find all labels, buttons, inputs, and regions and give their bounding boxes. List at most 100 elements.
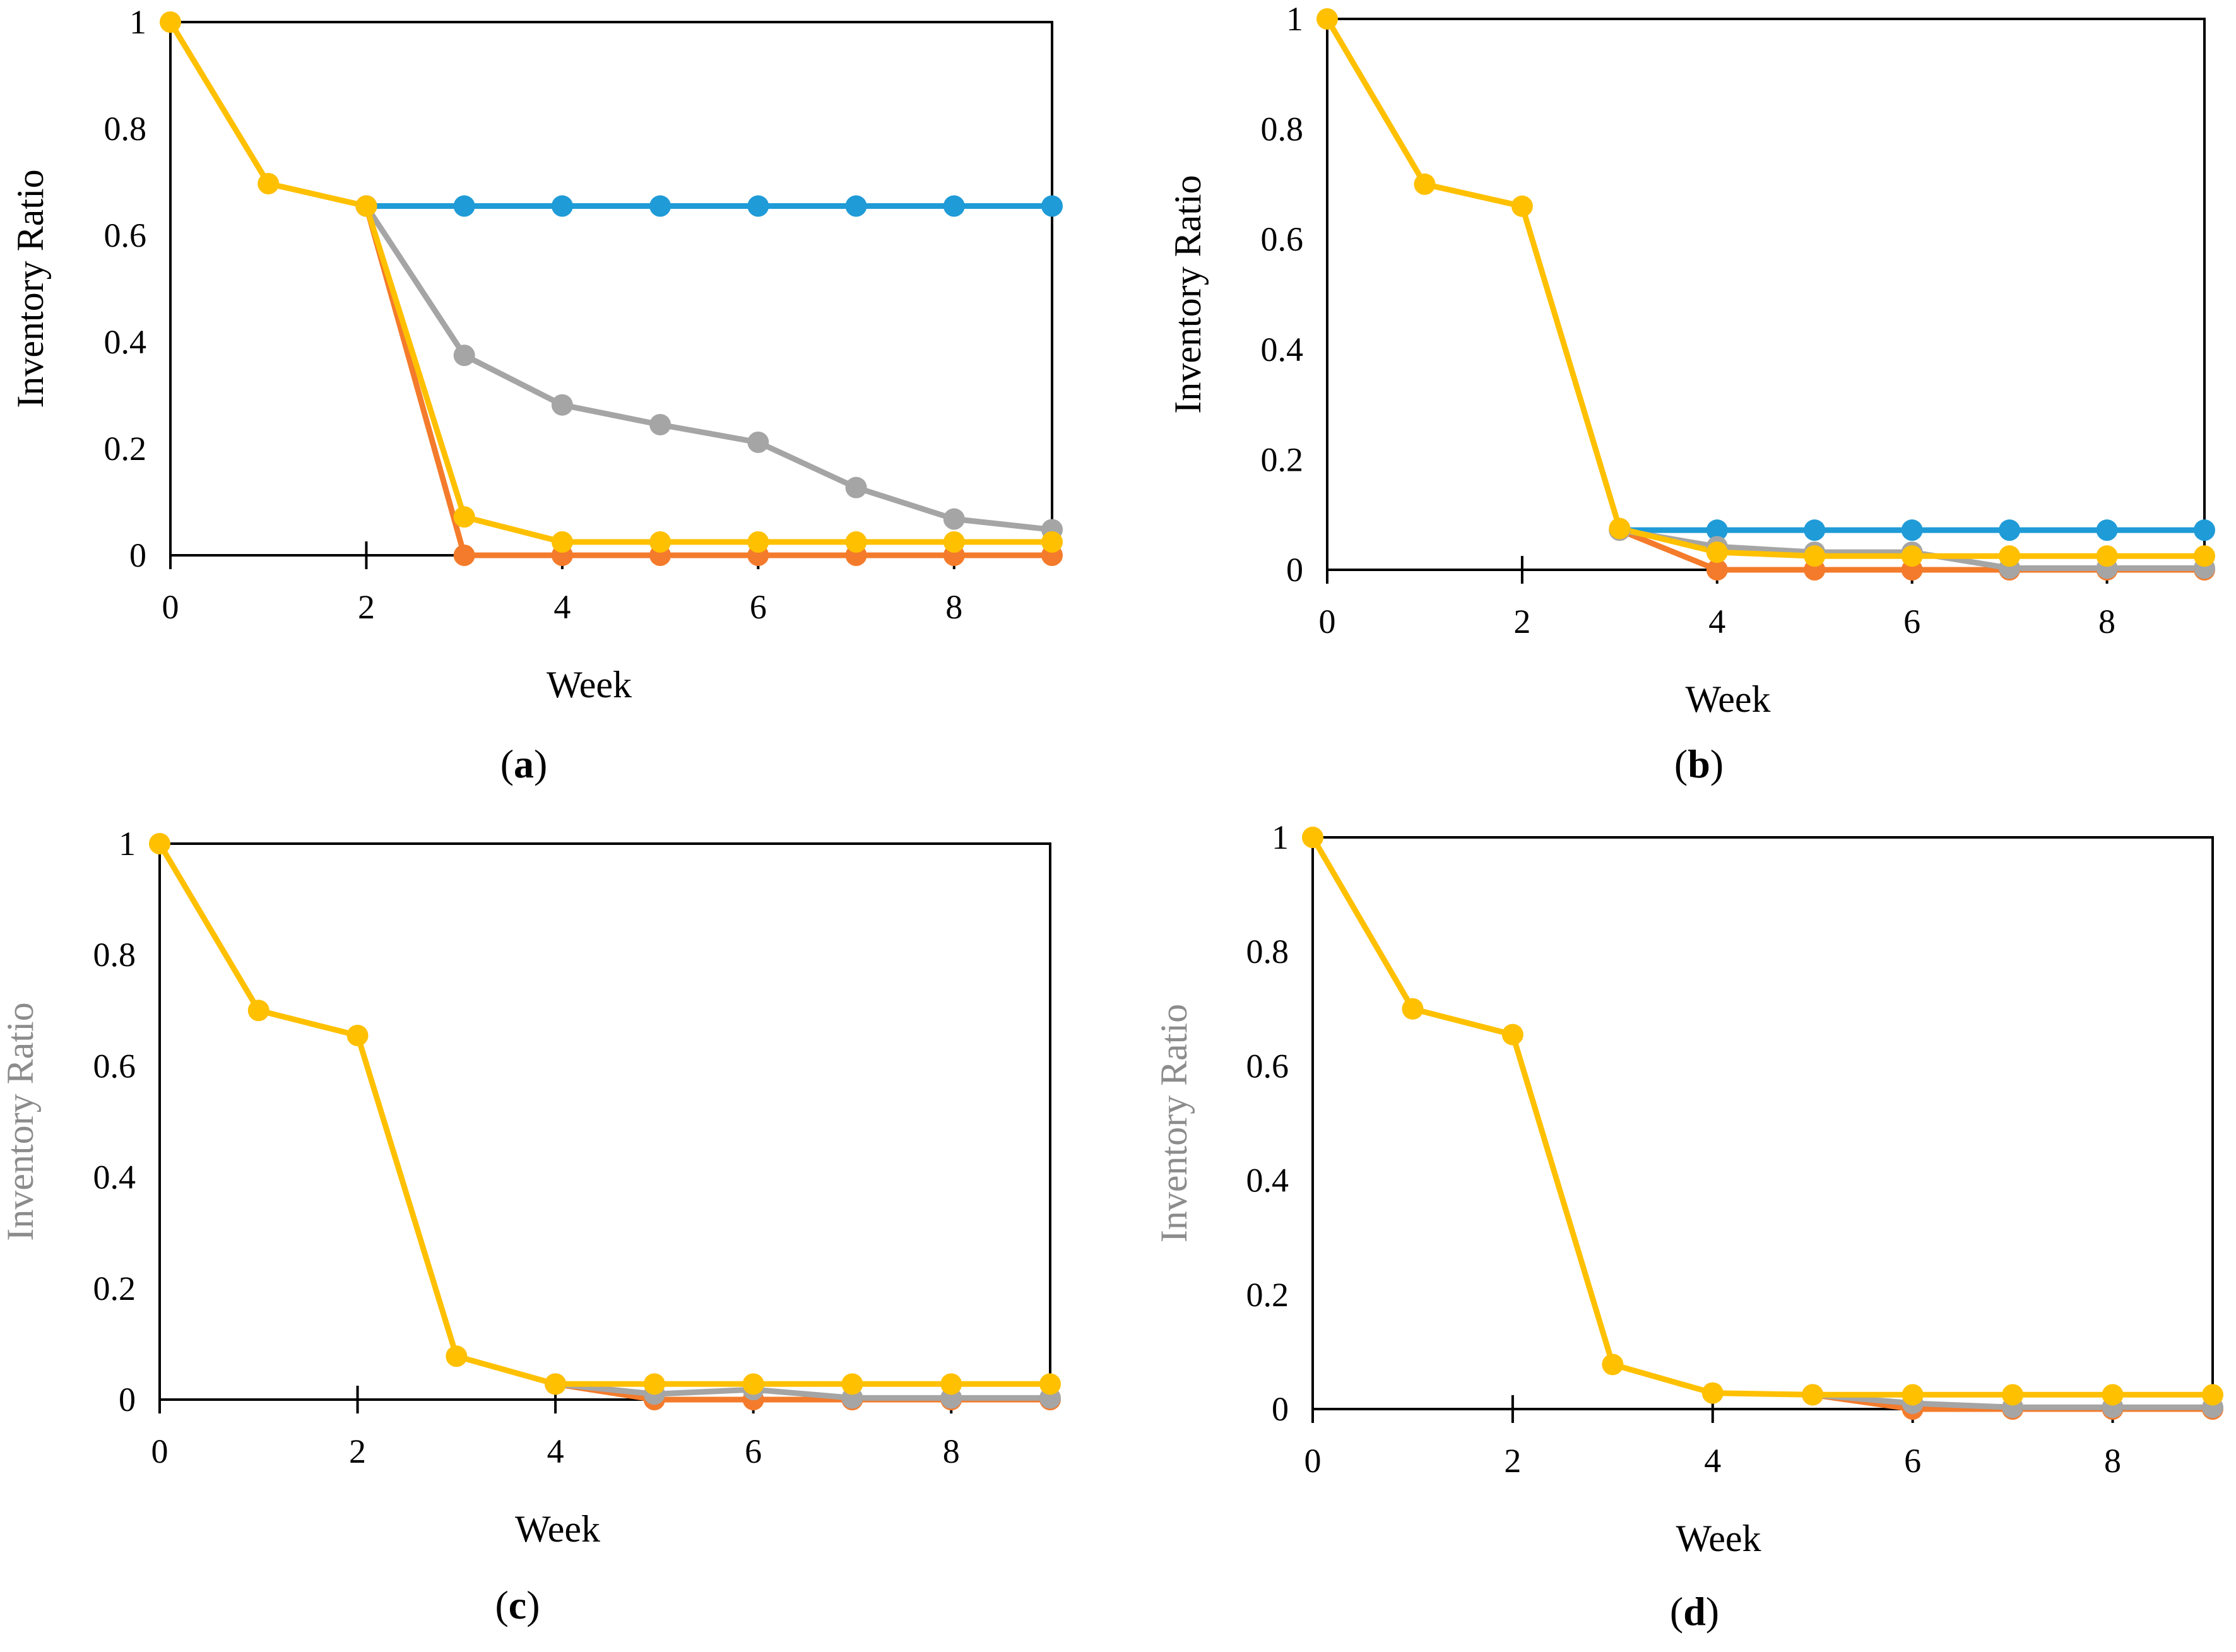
data-point-c-2 — [940, 1373, 962, 1395]
y-tick-label-c: 1 — [119, 825, 136, 863]
y-tick-label-c: 0.8 — [93, 936, 136, 974]
data-point-a-3 — [453, 506, 475, 528]
y-axis-title-c: Inventory Ratio — [0, 1002, 41, 1241]
x-axis-title-c: Week — [515, 1508, 600, 1550]
data-point-a-2 — [551, 394, 573, 416]
data-point-c-2 — [643, 1373, 665, 1395]
x-tick-label-c: 6 — [745, 1432, 762, 1470]
y-tick-label-c: 0 — [119, 1381, 136, 1419]
plot-frame-a — [169, 21, 1053, 557]
chart-panel-b: 0 2 4 6 8 0 0.2 0.4 0.6 0.8 1 Week Inventory Ratio (b… — [1167, 0, 2215, 786]
x-tick-label-c: 0 — [151, 1432, 169, 1470]
y-tick-label-a: 0.8 — [104, 110, 147, 148]
y-tick-label-a: 0.6 — [104, 216, 147, 254]
caption-close-c: ) — [526, 1583, 540, 1627]
data-point-b-0 — [2194, 519, 2215, 541]
x-axis-title-a: Week — [547, 664, 632, 705]
y-tick-label-d: 0.2 — [1246, 1276, 1289, 1314]
data-point-a-3 — [845, 531, 867, 553]
data-point-c-2 — [247, 1000, 269, 1022]
data-point-b-3 — [1511, 195, 1533, 217]
data-point-d-2 — [2202, 1384, 2223, 1406]
data-point-b-3 — [1804, 545, 1826, 567]
series-line-b-3 — [1324, 16, 2208, 559]
y-tick-label-d: 0 — [1272, 1390, 1289, 1428]
data-point-a-0 — [943, 195, 965, 217]
data-point-a-1 — [453, 545, 475, 566]
series-line-d-2 — [1310, 834, 2216, 1398]
caption-letter-c: c — [509, 1583, 526, 1627]
data-point-d-2 — [2002, 1384, 2024, 1406]
y-tick-label-d: 1 — [1272, 818, 1289, 856]
data-point-b-3 — [1316, 8, 1338, 30]
series-line-a-1 — [363, 203, 1055, 558]
data-point-b-1 — [1706, 559, 1728, 581]
data-point-a-3 — [747, 531, 769, 553]
data-point-c-2 — [545, 1373, 567, 1395]
data-point-a-0 — [649, 195, 671, 217]
data-point-a-0 — [845, 195, 867, 217]
chart-panel-c: 0 2 4 6 8 0 0.2 0.4 0.6 0.8 1 Week Inventory Ratio (c… — [0, 825, 1061, 1627]
y-tick-label-b: 1 — [1286, 0, 1303, 38]
data-point-b-0 — [1804, 519, 1826, 541]
x-tick-label-d: 4 — [1704, 1442, 1721, 1480]
data-point-d-2 — [1302, 827, 1323, 848]
data-point-c-2 — [346, 1024, 369, 1046]
series-line-c-2 — [157, 841, 1053, 1387]
data-point-b-3 — [1414, 173, 1436, 195]
data-point-b-3 — [2194, 545, 2215, 567]
series-line-a-2 — [363, 203, 1055, 533]
plot-frame-b — [1326, 18, 2206, 571]
y-tick-label-a: 0.2 — [104, 430, 147, 468]
x-tick-label-b: 4 — [1708, 603, 1725, 640]
data-point-b-0 — [1901, 519, 1923, 541]
data-point-a-0 — [551, 195, 573, 217]
y-tick-label-d: 0.4 — [1246, 1162, 1289, 1200]
data-point-a-0 — [747, 195, 769, 217]
caption-letter-d: d — [1683, 1589, 1706, 1634]
data-point-a-2 — [943, 508, 965, 530]
y-tick-label-b: 0.8 — [1261, 110, 1304, 148]
x-tick-label-c: 2 — [349, 1432, 366, 1470]
x-tick-label-c: 8 — [943, 1432, 960, 1470]
x-tick-label-c: 4 — [547, 1432, 564, 1470]
data-point-c-2 — [149, 833, 170, 854]
data-point-b-0 — [1999, 519, 2021, 541]
data-point-b-3 — [1999, 545, 2021, 567]
y-tick-label-b: 0.2 — [1261, 440, 1304, 478]
data-point-b-3 — [2096, 545, 2118, 567]
caption-open-b: ( — [1674, 741, 1688, 786]
panel-caption-d: (d) — [1670, 1589, 1719, 1634]
data-point-a-0 — [453, 195, 475, 217]
y-tick-label-c: 0.2 — [93, 1270, 136, 1307]
x-tick-label-a: 8 — [945, 588, 962, 626]
x-tick-label-b: 6 — [1903, 603, 1920, 640]
x-tick-label-a: 6 — [750, 588, 767, 626]
x-tick-label-d: 0 — [1304, 1442, 1322, 1480]
x-axis-title-b: Week — [1685, 678, 1770, 720]
caption-close-b: ) — [1710, 741, 1724, 786]
chart-panel-d: 0 2 4 6 8 0 0.2 0.4 0.6 0.8 1 Week Inventory Ratio (d… — [1153, 818, 2223, 1634]
data-point-b-3 — [1609, 517, 1631, 540]
x-tick-label-b: 0 — [1319, 603, 1336, 640]
data-point-a-3 — [160, 11, 181, 33]
data-point-d-2 — [2102, 1384, 2124, 1406]
data-point-d-2 — [1602, 1354, 1624, 1376]
caption-open-c: ( — [495, 1583, 508, 1627]
y-tick-label-b: 0 — [1286, 551, 1303, 589]
x-tick-label-d: 6 — [1904, 1442, 1921, 1480]
data-point-a-3 — [257, 173, 280, 195]
data-point-a-3 — [1041, 531, 1063, 553]
y-axis-title-d: Inventory Ratio — [1153, 1004, 1195, 1242]
caption-close-a: ) — [534, 741, 547, 786]
y-axis-title-b: Inventory Ratio — [1167, 175, 1209, 413]
series-line-c-1 — [552, 1381, 1053, 1401]
y-tick-label-b: 0.4 — [1261, 331, 1304, 369]
data-point-b-3 — [1901, 545, 1923, 567]
data-point-d-2 — [1902, 1384, 1924, 1406]
data-point-c-2 — [841, 1373, 863, 1395]
y-tick-label-a: 0 — [129, 536, 146, 574]
caption-open-a: ( — [500, 741, 514, 786]
x-axis-title-d: Week — [1676, 1518, 1761, 1559]
caption-close-d: ) — [1706, 1589, 1719, 1634]
